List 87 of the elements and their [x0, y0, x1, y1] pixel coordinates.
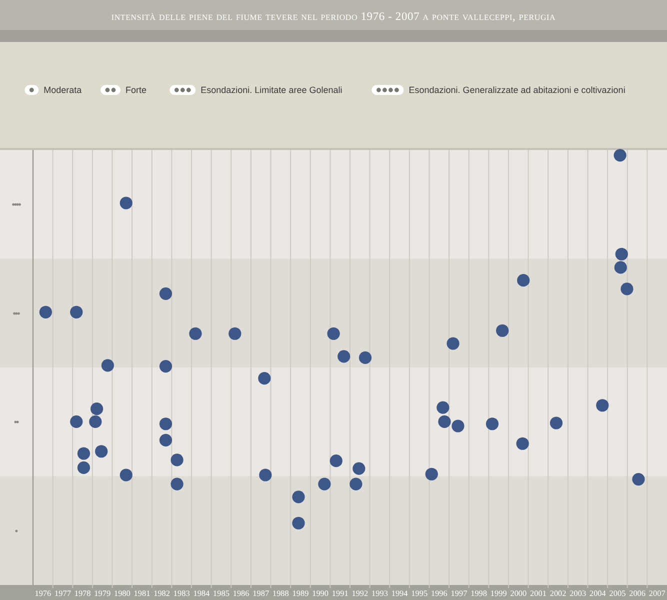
- point: [352, 462, 366, 475]
- point: [292, 490, 305, 504]
- point: [89, 415, 102, 428]
- point: [77, 461, 90, 474]
- point: [159, 418, 172, 430]
- point: [486, 418, 499, 430]
- point: [350, 478, 362, 490]
- x-tick-label: 1983: [173, 589, 190, 598]
- point: [159, 287, 172, 300]
- x-tick-label: 2007: [648, 589, 666, 598]
- text: ••••: [12, 200, 22, 210]
- x-tick-label: 1990: [312, 589, 328, 598]
- point: [170, 454, 184, 466]
- x-tick-label: 1991: [332, 589, 348, 598]
- x-tick-label: 1998: [470, 589, 487, 598]
- text: Forte: [125, 85, 147, 96]
- text: Esondazioni. Limitate aree Golenali: [200, 85, 342, 96]
- x-tick-label: 1987: [252, 589, 270, 598]
- point: [596, 399, 609, 412]
- point: [425, 468, 438, 480]
- point: [338, 350, 350, 363]
- point: [438, 415, 451, 428]
- point: [550, 416, 563, 430]
- text: •••: [12, 308, 20, 318]
- x-tick-label: 1992: [352, 589, 368, 598]
- x-tick-label: 1985: [213, 589, 230, 598]
- x-tick-label: 1993: [372, 589, 388, 598]
- chart-title: intensità delle piene del fiume tevere nel periodo 1976 - 2007 a ponte valleceppi, perugia: [111, 11, 556, 23]
- point: [120, 468, 132, 482]
- x-tick-label: 2004: [589, 589, 606, 598]
- point: [170, 478, 184, 490]
- point: [517, 274, 530, 287]
- x-tick-label: 1997: [450, 589, 468, 598]
- point: [327, 327, 340, 340]
- point: [259, 468, 272, 482]
- point: [70, 306, 83, 318]
- text: Moderata: [44, 85, 82, 96]
- point: [189, 327, 202, 340]
- point: [330, 454, 342, 468]
- point: [436, 401, 450, 414]
- point: [258, 372, 271, 385]
- x-tick-label: 1994: [391, 589, 408, 598]
- point: [614, 149, 626, 162]
- x-tick-label: 1988: [272, 589, 289, 598]
- x-tick-label: 2002: [550, 589, 566, 598]
- x-tick-label: 2005: [609, 589, 626, 598]
- x-tick-label: 1981: [134, 589, 150, 598]
- point: [620, 282, 634, 296]
- point: [95, 445, 108, 458]
- point: [358, 351, 372, 364]
- point: [452, 420, 464, 432]
- point: [632, 472, 645, 486]
- x-tick-label: 1999: [490, 589, 507, 598]
- point: [614, 261, 627, 274]
- point: [77, 447, 90, 460]
- x-tick-label: 1995: [411, 589, 428, 598]
- x-tick-label: 1978: [74, 589, 91, 598]
- point: [159, 434, 172, 446]
- x-tick-label: 2000: [510, 589, 527, 598]
- x-tick-label: 1980: [114, 589, 130, 598]
- point: [318, 478, 331, 490]
- x-tick-label: 1982: [154, 589, 170, 598]
- point: [292, 516, 305, 530]
- x-tick-label: 2006: [629, 589, 646, 598]
- x-tick-label: 1984: [193, 589, 210, 598]
- point: [228, 327, 242, 340]
- text: Esondazioni. Generalizzate ad abitazioni e coltivazioni: [408, 85, 626, 96]
- x-tick-label: 1977: [54, 589, 71, 598]
- point: [516, 437, 529, 450]
- text: ••: [14, 417, 19, 428]
- x-tick-label: 1989: [292, 589, 309, 598]
- point: [496, 324, 509, 337]
- point: [615, 248, 628, 260]
- x-tick-label: 1976: [34, 589, 52, 598]
- point: [159, 360, 172, 373]
- point: [101, 359, 114, 372]
- x-tick-label: 2001: [530, 589, 546, 598]
- text: •: [14, 526, 18, 536]
- point: [90, 402, 104, 416]
- point: [446, 337, 460, 350]
- x-tick-label: 1996: [430, 589, 448, 598]
- x-tick-label: 2003: [570, 589, 586, 598]
- x-tick-label: 1986: [232, 589, 250, 598]
- point: [70, 415, 83, 428]
- x-tick-label: 1979: [94, 589, 111, 598]
- point: [39, 306, 52, 318]
- point: [120, 196, 132, 210]
